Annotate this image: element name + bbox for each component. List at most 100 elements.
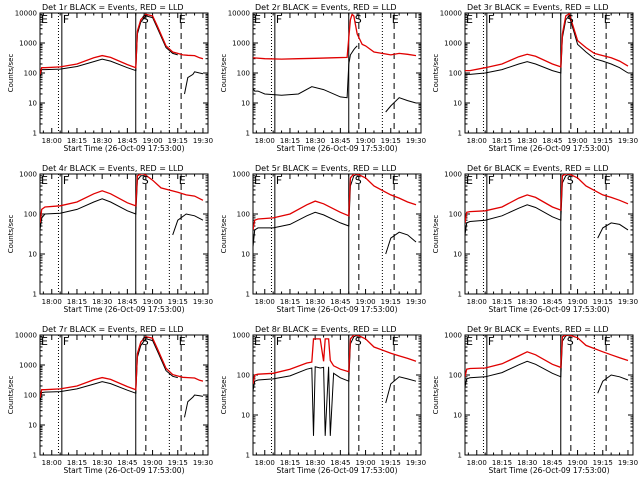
y-tick-label: 1 — [246, 130, 250, 138]
panel-det-3: Det 3r BLACK = Events, RED = LLD 1 10 100 10… — [432, 3, 638, 153]
x-tick-label: 18:00 — [42, 137, 62, 145]
flag-label: F — [63, 174, 69, 187]
x-tick-label: 19:30 — [406, 298, 426, 306]
x-tick-label: 18:30 — [92, 459, 112, 467]
events-series-line — [40, 338, 204, 418]
panel-title: Det 6r BLACK = Events, RED = LLD — [467, 164, 609, 173]
flag-label: E — [41, 174, 48, 187]
plot-frame — [39, 12, 209, 134]
x-tick-label: 19:00 — [355, 298, 375, 306]
x-tick-label: 18:30 — [305, 459, 325, 467]
y-tick-label: 100 — [24, 392, 37, 400]
y-tick-label: 100 — [237, 70, 250, 78]
y-tick-label: 10 — [241, 412, 250, 420]
x-axis-label: Start Time (26-Oct-09 17:53:00) — [488, 466, 609, 475]
x-tick-label: 18:30 — [517, 459, 537, 467]
flag-label: F — [276, 174, 282, 187]
y-tick-label: 1000 — [444, 332, 462, 340]
flag-label: F — [63, 335, 69, 348]
lld-series-line — [465, 13, 629, 72]
x-tick-label: 18:45 — [542, 459, 562, 467]
y-tick-label: 1 — [33, 291, 37, 299]
x-tick-label: 18:45 — [330, 459, 350, 467]
panel-title: Det 1r BLACK = Events, RED = LLD — [42, 3, 184, 12]
events-series-line — [40, 15, 204, 95]
flag-label: E — [604, 13, 611, 26]
y-axis-label: Counts/sec — [7, 376, 15, 415]
panel-title: Det 2r BLACK = Events, RED = LLD — [255, 3, 397, 12]
flag-label: S — [355, 174, 362, 187]
panel-title: Det 9r BLACK = Events, RED = LLD — [467, 325, 609, 334]
flag-label: E — [604, 174, 611, 187]
y-tick-label: 100 — [237, 372, 250, 380]
panel-title: Det 7r BLACK = Events, RED = LLD — [42, 325, 184, 334]
x-tick-label: 19:00 — [142, 459, 162, 467]
flag-label: E — [466, 335, 473, 348]
flag-label: S — [142, 13, 149, 26]
y-tick-label: 10000 — [15, 10, 37, 18]
y-tick-label: 100 — [24, 211, 37, 219]
panel-title: Det 3r BLACK = Events, RED = LLD — [467, 3, 609, 12]
y-tick-label: 100 — [449, 211, 462, 219]
x-tick-label: 19:15 — [168, 137, 188, 145]
y-tick-label: 100 — [449, 70, 462, 78]
x-tick-label: 19:15 — [381, 298, 401, 306]
x-tick-label: 18:30 — [517, 137, 537, 145]
flag-label: F — [276, 335, 282, 348]
x-tick-label: 18:15 — [492, 137, 512, 145]
x-tick-label: 19:15 — [593, 459, 613, 467]
y-tick-label: 1000 — [232, 332, 250, 340]
x-axis-label: Start Time (26-Oct-09 17:53:00) — [276, 305, 397, 314]
x-tick-label: 19:30 — [406, 459, 426, 467]
flag-label: E — [254, 335, 261, 348]
flag-label: F — [63, 13, 69, 26]
x-axis-label: Start Time (26-Oct-09 17:53:00) — [63, 305, 184, 314]
flag-label: E — [604, 335, 611, 348]
lld-series-line — [40, 174, 204, 223]
plot-frame — [464, 173, 634, 295]
y-tick-label: 10000 — [228, 10, 250, 18]
events-series-line — [253, 335, 417, 436]
flag-label: E — [466, 174, 473, 187]
x-tick-label: 19:00 — [142, 298, 162, 306]
x-tick-label: 19:30 — [193, 459, 213, 467]
events-series-line — [253, 45, 417, 113]
panel-title: Det 8r BLACK = Events, RED = LLD — [255, 325, 397, 334]
plot-frame — [464, 334, 634, 456]
x-axis-label: Start Time (26-Oct-09 17:53:00) — [488, 144, 609, 153]
flag-label: S — [567, 174, 574, 187]
panel-det-9: Det 9r BLACK = Events, RED = LLD 1 10 100 10… — [432, 325, 638, 475]
y-tick-label: 10 — [241, 251, 250, 259]
y-tick-label: 1 — [458, 130, 462, 138]
y-tick-label: 10000 — [15, 332, 37, 340]
y-axis-label: Counts/sec — [432, 376, 440, 415]
panel-det-7: Det 7r BLACK = Events, RED = LLD 1 10 100 10… — [7, 325, 213, 475]
y-tick-label: 10 — [28, 100, 37, 108]
x-tick-label: 19:00 — [567, 137, 587, 145]
y-tick-label: 1 — [458, 291, 462, 299]
panel-title: Det 5r BLACK = Events, RED = LLD — [255, 164, 397, 173]
flag-label: S — [355, 335, 362, 348]
panel-det-8: Det 8r BLACK = Events, RED = LLD 1 10 100 10… — [220, 325, 426, 475]
x-tick-label: 18:30 — [517, 298, 537, 306]
flag-label: S — [567, 13, 574, 26]
x-tick-label: 18:00 — [467, 137, 487, 145]
x-axis-label: Start Time (26-Oct-09 17:53:00) — [276, 466, 397, 475]
y-tick-label: 1000 — [444, 40, 462, 48]
y-axis-label: Counts/sec — [7, 215, 15, 254]
x-tick-label: 19:30 — [618, 298, 638, 306]
x-tick-label: 19:30 — [406, 137, 426, 145]
panel-det-6: Det 6r BLACK = Events, RED = LLD 1 10 100 10… — [432, 164, 638, 314]
flag-label: E — [41, 335, 48, 348]
y-tick-label: 10 — [28, 422, 37, 430]
flag-label: E — [466, 13, 473, 26]
lld-series-line — [465, 174, 629, 224]
x-tick-label: 18:15 — [280, 137, 300, 145]
flag-label: E — [392, 174, 399, 187]
lld-series-line — [253, 13, 417, 60]
y-axis-label: Counts/sec — [7, 54, 15, 93]
x-tick-label: 19:15 — [593, 137, 613, 145]
flag-label: F — [488, 174, 494, 187]
lld-series-line — [40, 335, 204, 399]
